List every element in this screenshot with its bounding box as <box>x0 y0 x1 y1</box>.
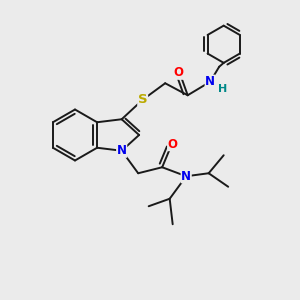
Text: S: S <box>138 93 148 106</box>
Text: N: N <box>205 75 215 88</box>
Text: N: N <box>181 170 191 183</box>
Text: O: O <box>174 66 184 79</box>
Text: O: O <box>168 138 178 151</box>
Text: H: H <box>218 84 227 94</box>
Text: N: N <box>117 144 127 157</box>
